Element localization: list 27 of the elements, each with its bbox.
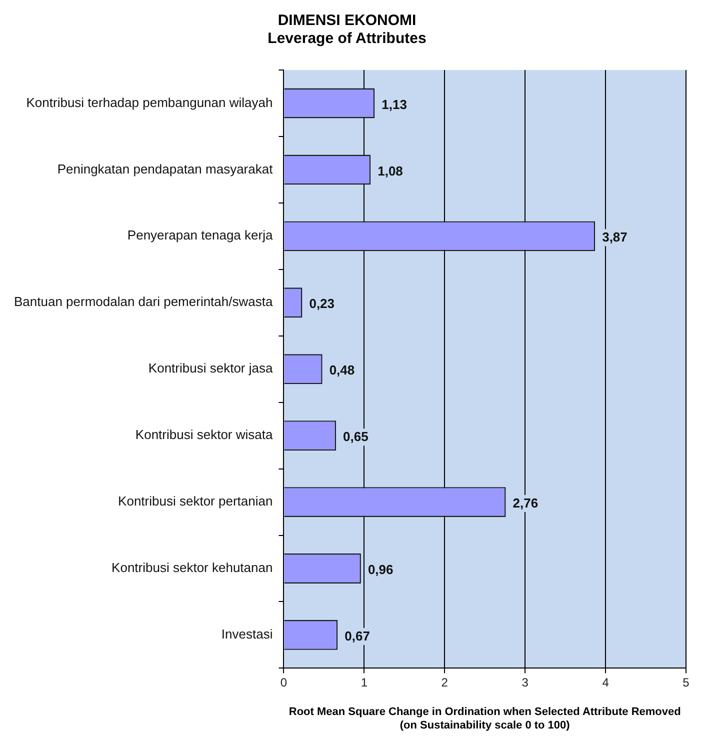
x-tick-label: 0 — [280, 676, 288, 690]
y-tick-label: Kontribusi sektor jasa — [148, 360, 274, 376]
y-tick-label: Kontribusi sektor kehutanan — [112, 560, 273, 576]
y-tick-label: Kontribusi terhadap pembangunan wilayah — [26, 94, 273, 110]
y-tick-label: Bantuan permodalan dari pemerintah/swasta — [14, 294, 274, 310]
chart-subtitle: Leverage of Attributes — [268, 30, 426, 48]
y-tick-label: Penyerapan tenaga kerja — [127, 228, 274, 243]
x-tick-label: 1 — [360, 676, 368, 690]
data-label: 0,96 — [368, 562, 394, 578]
chart-title: DIMENSI EKONOMI — [278, 12, 416, 30]
data-label: 2,76 — [512, 496, 538, 511]
data-label: 0,65 — [343, 429, 368, 444]
y-tick-label: Peningkatan pendapatan masyarakat — [57, 161, 274, 176]
x-tick-label: 4 — [602, 676, 610, 690]
y-tick-label: Investasi — [221, 626, 273, 642]
y-tick-label: Kontribusi sektor wisata — [135, 427, 274, 442]
x-tick-label: 5 — [682, 676, 690, 690]
data-label: 3,87 — [602, 230, 628, 245]
data-label: 1,13 — [382, 96, 407, 112]
x-axis-title: Root Mean Square Change in Ordination when Selected Attribute Removed (on Sustainability scale 0 to 100) — [288, 706, 681, 732]
data-label: 0,48 — [329, 362, 355, 378]
data-label: 0,67 — [344, 628, 370, 644]
data-label: 1,08 — [378, 163, 403, 178]
data-label: 0,23 — [309, 296, 335, 312]
x-tick-label: 3 — [522, 676, 529, 690]
y-tick-label: Kontribusi sektor pertanian — [118, 494, 273, 509]
x-tick-label: 2 — [441, 676, 448, 690]
